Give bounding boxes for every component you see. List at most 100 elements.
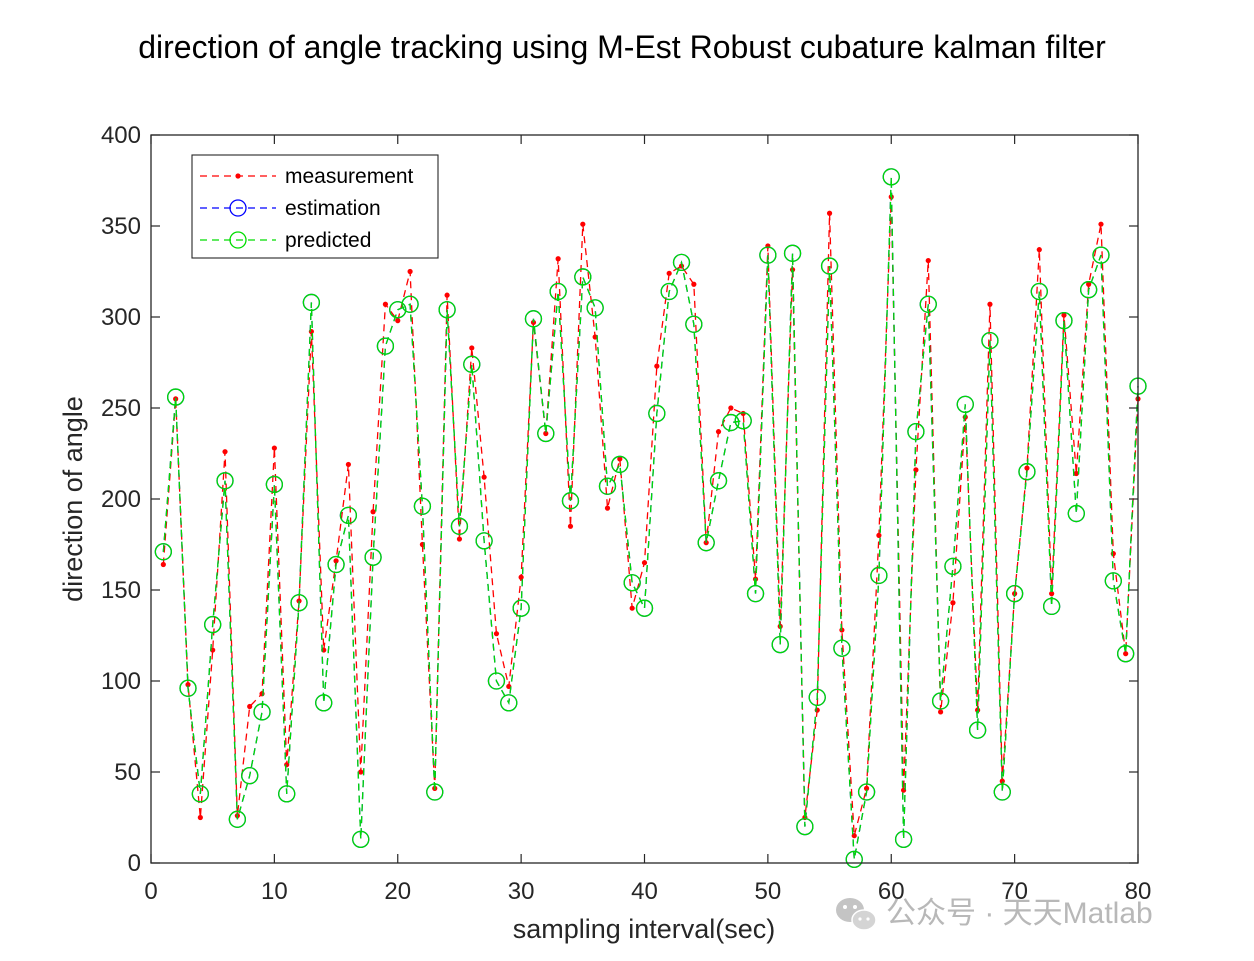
x-tick-label: 60 bbox=[878, 878, 905, 905]
data-point-measurement bbox=[999, 778, 1005, 784]
data-point-predicted bbox=[845, 850, 863, 869]
x-tick-label: 30 bbox=[508, 878, 535, 905]
x-tick-label: 70 bbox=[1001, 878, 1028, 905]
data-point-measurement bbox=[876, 532, 882, 539]
data-point-predicted bbox=[253, 703, 271, 721]
x-tick-label: 40 bbox=[631, 878, 658, 905]
data-point-measurement bbox=[1049, 591, 1055, 597]
data-point-predicted bbox=[537, 424, 555, 443]
data-point-predicted bbox=[660, 282, 678, 301]
legend-label-estimation: estimation bbox=[285, 197, 381, 220]
data-point-measurement bbox=[654, 363, 660, 369]
data-point-predicted bbox=[315, 694, 333, 712]
data-point-measurement bbox=[333, 558, 339, 564]
data-point-predicted bbox=[339, 506, 358, 525]
data-point-predicted bbox=[611, 455, 629, 474]
data-point-measurement bbox=[382, 301, 389, 307]
data-point-predicted bbox=[401, 295, 419, 313]
data-point-predicted bbox=[364, 548, 382, 566]
data-point-measurement bbox=[1123, 651, 1129, 657]
data-point-predicted bbox=[327, 555, 345, 574]
data-point-predicted bbox=[1092, 246, 1110, 264]
data-point-predicted bbox=[586, 299, 604, 317]
y-tick-label: 0 bbox=[128, 850, 141, 877]
data-point-predicted bbox=[635, 599, 654, 617]
series-predicted bbox=[154, 168, 1147, 869]
data-point-predicted bbox=[241, 766, 259, 785]
data-point-measurement bbox=[666, 270, 672, 276]
data-point-predicted bbox=[302, 293, 321, 312]
data-point-predicted bbox=[598, 477, 617, 495]
y-axis-label: direction of angle bbox=[58, 396, 88, 602]
data-point-predicted bbox=[290, 594, 308, 612]
data-point-measurement bbox=[938, 709, 944, 715]
data-point-predicted bbox=[919, 295, 937, 313]
y-tick-label: 250 bbox=[101, 395, 141, 422]
data-point-measurement bbox=[1110, 551, 1116, 557]
data-point-predicted bbox=[278, 785, 296, 803]
legend-item-measurement: measurement bbox=[200, 165, 414, 188]
data-point-measurement bbox=[1086, 281, 1092, 287]
data-point-predicted bbox=[882, 168, 900, 186]
data-point-predicted bbox=[746, 584, 765, 603]
data-point-predicted bbox=[167, 388, 185, 406]
data-point-predicted bbox=[833, 639, 851, 657]
data-point-measurement bbox=[1073, 470, 1079, 477]
legend-box bbox=[191, 154, 439, 259]
x-tick-label: 10 bbox=[261, 878, 288, 905]
data-point-measurement bbox=[395, 318, 401, 324]
data-point-predicted bbox=[783, 244, 802, 262]
data-point-measurement bbox=[456, 536, 463, 542]
wechat-icon bbox=[836, 898, 877, 931]
y-tick-label: 200 bbox=[101, 486, 141, 513]
data-point-predicted bbox=[808, 688, 826, 707]
legend-label-measurement: measurement bbox=[285, 165, 414, 188]
data-point-predicted bbox=[734, 412, 752, 430]
legend-label-predicted: predicted bbox=[285, 229, 371, 252]
series-layer bbox=[154, 168, 1147, 869]
data-point-predicted bbox=[191, 785, 210, 803]
data-point-measurement bbox=[160, 561, 166, 568]
data-point-predicted bbox=[1117, 645, 1135, 663]
data-point-predicted bbox=[500, 694, 518, 712]
data-point-predicted bbox=[204, 615, 222, 634]
data-point-predicted bbox=[549, 282, 567, 301]
x-tick-label: 50 bbox=[755, 878, 782, 905]
data-point-predicted bbox=[1018, 463, 1036, 481]
data-point-measurement bbox=[641, 560, 648, 566]
data-point-measurement bbox=[1036, 247, 1042, 253]
y-tick-label: 300 bbox=[101, 304, 141, 331]
data-point-predicted bbox=[993, 783, 1011, 801]
data-point-measurement bbox=[222, 449, 228, 455]
series-line-predicted bbox=[162, 176, 1139, 860]
data-point-measurement bbox=[493, 631, 500, 637]
data-point-predicted bbox=[722, 413, 740, 432]
data-point-predicted bbox=[870, 566, 888, 585]
data-point-measurement bbox=[567, 523, 574, 529]
data-point-predicted bbox=[820, 257, 839, 275]
data-point-measurement bbox=[444, 292, 450, 298]
data-point-predicted bbox=[894, 830, 913, 848]
data-point-measurement bbox=[358, 769, 364, 775]
data-point-measurement bbox=[543, 430, 549, 437]
data-point-predicted bbox=[907, 423, 925, 441]
y-tick-label: 400 bbox=[101, 122, 141, 149]
legend-item-predicted: predicted bbox=[200, 229, 371, 252]
data-point-measurement bbox=[259, 691, 265, 697]
data-point-predicted bbox=[771, 635, 789, 654]
data-point-predicted bbox=[438, 301, 456, 319]
data-point-predicted bbox=[857, 783, 876, 801]
data-point-measurement bbox=[715, 429, 722, 435]
x-tick-label: 20 bbox=[384, 878, 411, 905]
data-point-measurement bbox=[518, 574, 524, 580]
data-point-predicted bbox=[1030, 282, 1048, 301]
data-point-predicted bbox=[352, 830, 370, 848]
data-point-predicted bbox=[228, 810, 247, 828]
data-point-measurement bbox=[728, 405, 734, 411]
data-point-measurement bbox=[580, 221, 586, 227]
data-point-predicted bbox=[648, 404, 666, 423]
data-point-predicted bbox=[697, 534, 715, 552]
data-point-predicted bbox=[524, 310, 543, 328]
data-point-predicted bbox=[956, 395, 974, 414]
data-point-predicted bbox=[389, 301, 407, 319]
